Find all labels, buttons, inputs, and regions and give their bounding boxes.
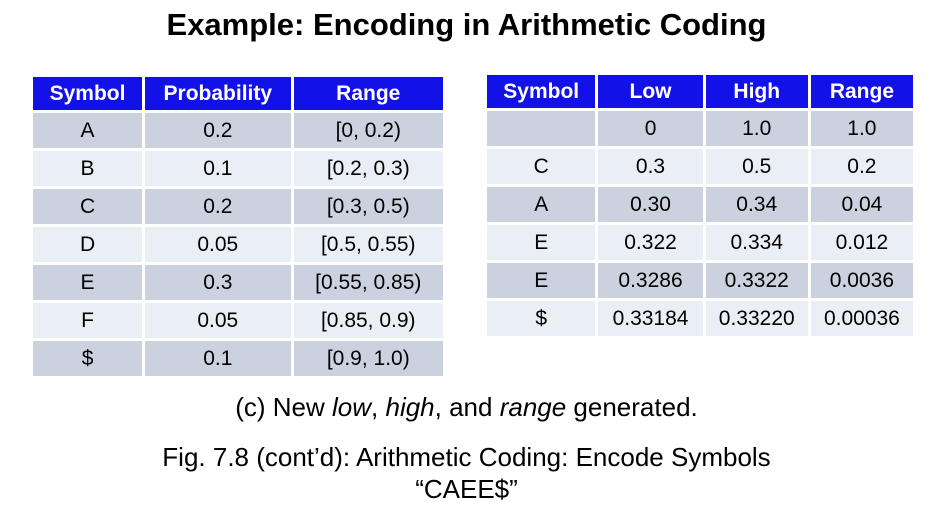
- data-table: Symbol Low High Range 0 1.0 1.0 C 0.3 0.5 0.2 A 0.30…: [484, 72, 916, 339]
- table-cell: 1.0: [705, 111, 808, 146]
- caption-text: ,: [371, 392, 386, 422]
- table-row: 0 1.0 1.0: [487, 111, 913, 146]
- table-cell: 0.33184: [598, 301, 703, 336]
- caption-italic-term: low: [332, 392, 372, 422]
- table-row: E 0.3286 0.3322 0.0036: [487, 263, 913, 298]
- table-cell: 0.0036: [810, 263, 913, 298]
- table-cell: 0.05: [145, 303, 291, 338]
- table-cell: 0.34: [705, 187, 808, 222]
- table-header-cell: Low: [598, 75, 703, 108]
- table-cell: B: [33, 151, 143, 186]
- table-cell: [0.55, 0.85): [293, 265, 443, 300]
- table-row: C 0.3 0.5 0.2: [487, 149, 913, 184]
- table-cell: E: [487, 225, 596, 260]
- caption-italic-term: high: [385, 392, 435, 422]
- caption-text: generated.: [566, 392, 698, 422]
- table-cell: $: [487, 301, 596, 336]
- table-cell: [0.3, 0.5): [293, 189, 443, 224]
- table-cell: A: [33, 113, 143, 148]
- table-cell: 0.33220: [705, 301, 808, 336]
- table-cell: 0.1: [145, 151, 291, 186]
- table-cell: F: [33, 303, 143, 338]
- table-cell: 0.05: [145, 227, 291, 262]
- table-cell: C: [487, 149, 596, 184]
- table-cell: 0.3286: [598, 263, 703, 298]
- fig-caption-line-2: “CAEE$”: [415, 474, 518, 504]
- table-row: D 0.05 [0.5, 0.55): [33, 227, 443, 262]
- table-header-cell: Range: [810, 75, 913, 108]
- table-cell: $: [33, 341, 143, 376]
- caption-c: (c) New low, high, and range generated.: [0, 392, 933, 423]
- table-row: C 0.2 [0.3, 0.5): [33, 189, 443, 224]
- encode-steps-low-high-range-table: Symbol Low High Range 0 1.0 1.0 C 0.3 0.5 0.2 A 0.30…: [484, 72, 916, 339]
- table-cell: 0.2: [145, 113, 291, 148]
- fig-caption-line-1: Fig. 7.8 (cont’d): Arithmetic Coding: En…: [162, 442, 771, 472]
- table-cell: 0.3: [145, 265, 291, 300]
- table-cell: 0.5: [705, 149, 808, 184]
- fig-caption: Fig. 7.8 (cont’d): Arithmetic Coding: En…: [0, 441, 933, 505]
- table-cell: [0.9, 1.0): [293, 341, 443, 376]
- table-header-cell: Range: [293, 77, 443, 110]
- table-cell: 0.1: [145, 341, 291, 376]
- table-cell: 0.2: [810, 149, 913, 184]
- table-row: A 0.2 [0, 0.2): [33, 113, 443, 148]
- table-cell: 0.2: [145, 189, 291, 224]
- table-row: B 0.1 [0.2, 0.3): [33, 151, 443, 186]
- table-cell: 0.334: [705, 225, 808, 260]
- table-row: $0.33184 0.33220 0.00036: [487, 301, 913, 336]
- table-cell: 0.00036: [810, 301, 913, 336]
- table-cell: [487, 111, 596, 146]
- table-row: E 0.322 0.334 0.012: [487, 225, 913, 260]
- table-row: E 0.3 [0.55, 0.85): [33, 265, 443, 300]
- caption-text: , and: [434, 392, 500, 422]
- table-cell: [0.85, 0.9): [293, 303, 443, 338]
- table-cell: E: [33, 265, 143, 300]
- table-cell: C: [33, 189, 143, 224]
- data-table: Symbol Probability Range A 0.2 [0, 0.2) B 0.1 [0…: [30, 74, 446, 379]
- table-header-cell: High: [705, 75, 808, 108]
- table-cell: 0.30: [598, 187, 703, 222]
- table-cell: 0: [598, 111, 703, 146]
- table-cell: [0, 0.2): [293, 113, 443, 148]
- table-cell: 0.3322: [705, 263, 808, 298]
- symbol-probability-range-table: Symbol Probability Range A 0.2 [0, 0.2) B 0.1 [0…: [30, 74, 446, 379]
- caption-italic-term: range: [499, 392, 567, 422]
- page-title: Example: Encoding in Arithmetic Coding: [166, 7, 767, 42]
- table-cell: 0.3: [598, 149, 703, 184]
- table-cell: 1.0: [810, 111, 913, 146]
- table-cell: A: [487, 187, 596, 222]
- table-cell: 0.012: [810, 225, 913, 260]
- table-cell: 0.322: [598, 225, 703, 260]
- table-cell: E: [487, 263, 596, 298]
- table-cell: 0.04: [810, 187, 913, 222]
- table-header-cell: Symbol: [487, 75, 596, 108]
- table-cell: D: [33, 227, 143, 262]
- table-row: F 0.05 [0.85, 0.9): [33, 303, 443, 338]
- table-cell: [0.2, 0.3): [293, 151, 443, 186]
- table-row: $0.1 [0.9, 1.0): [33, 341, 443, 376]
- caption-text: (c) New: [235, 392, 333, 422]
- table-cell: [0.5, 0.55): [293, 227, 443, 262]
- table-header-cell: Probability: [145, 77, 291, 110]
- table-row: A 0.30 0.34 0.04: [487, 187, 913, 222]
- table-header-cell: Symbol: [33, 77, 143, 110]
